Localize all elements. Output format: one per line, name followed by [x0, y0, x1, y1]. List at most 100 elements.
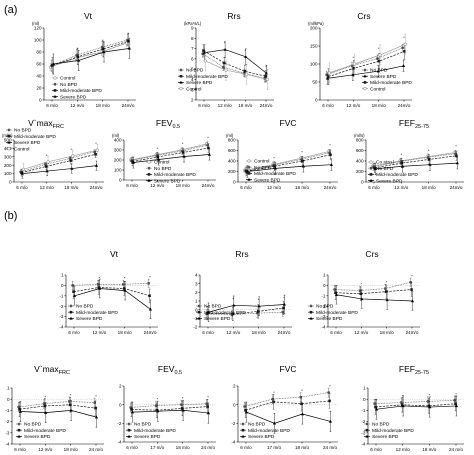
data-point — [45, 169, 49, 173]
significance-marker: * — [361, 282, 363, 287]
series-line — [51, 39, 128, 67]
x-tick-label: 12 m/o — [394, 185, 408, 190]
legend-marker — [197, 304, 201, 308]
y-tick-label: 3 — [195, 281, 198, 286]
series-mild-moderate-bpd — [327, 43, 406, 85]
data-point — [206, 411, 211, 415]
series-line — [329, 43, 406, 74]
data-point — [72, 294, 77, 297]
legend-label: No BPD — [154, 166, 172, 172]
legend-label: No BPD — [24, 422, 42, 428]
data-point — [360, 297, 364, 301]
significance-marker: * — [207, 395, 209, 400]
series-line — [132, 147, 209, 162]
y-tick-label: 500 — [4, 138, 12, 143]
data-point — [18, 407, 21, 411]
y-tick-label: 0 — [9, 180, 12, 185]
x-tick-label: 18 m/o — [422, 447, 436, 452]
data-point — [384, 290, 388, 293]
legend-label: No BPD — [134, 422, 152, 428]
y-tick-label: 8 — [191, 36, 194, 41]
legend-marker — [179, 80, 183, 84]
x-tick-label: 12 m/o — [150, 183, 164, 188]
legend-marker — [147, 173, 151, 176]
x-tick-label: 12 m/o — [92, 330, 106, 335]
y-tick-label: 800 — [228, 138, 236, 143]
series-severe-bpd — [51, 38, 131, 75]
data-point — [232, 303, 236, 307]
series-line — [244, 392, 329, 407]
legend-marker — [365, 422, 369, 426]
x-tick-label: 24 m/o — [201, 445, 215, 450]
y-tick-label: 40 — [36, 74, 42, 79]
legend-label: No BPD — [376, 166, 394, 172]
y-tick-label: 0 — [39, 98, 42, 103]
significance-marker: * — [102, 38, 104, 43]
series-severe-bpd — [245, 158, 333, 178]
y-tick-label: 100 — [34, 38, 42, 43]
legend-label: Severe BPD — [24, 434, 51, 440]
y-tick-label: 1 — [7, 386, 10, 391]
legend-label: Mild-moderate BPD — [316, 310, 358, 316]
series-line — [203, 50, 266, 77]
y-unit-label: (ml/s) — [354, 133, 365, 138]
data-point — [427, 158, 431, 161]
data-point — [77, 58, 81, 62]
series-mild-moderate-bpd — [130, 399, 209, 418]
significance-marker: * — [99, 275, 101, 280]
data-point — [101, 47, 105, 51]
significance-marker: * — [329, 143, 331, 148]
data-point — [353, 62, 357, 66]
legend-marker — [369, 178, 373, 182]
y-tick-label: -1 — [361, 408, 366, 413]
chart-title: V`maxFRC — [34, 364, 70, 376]
y-tick-label: -3 — [361, 430, 366, 435]
series-control — [129, 141, 209, 163]
significance-marker: * — [207, 135, 209, 140]
y-unit-label: (ml) — [226, 133, 234, 138]
significance-marker: * — [353, 55, 355, 60]
x-tick-label: 18 m/o — [64, 185, 78, 190]
significance-marker: * — [233, 296, 235, 301]
y-tick-label: 200 — [114, 158, 122, 163]
series-mild-moderate-bpd — [72, 280, 151, 303]
data-point — [69, 408, 73, 412]
chart-a-fvc: FVC (ml) 0 200 400 600 800 6 m/o 12 m/o 18 m/o 24m… — [226, 118, 338, 190]
significance-marker: * — [245, 48, 247, 53]
y-tick-label: -4 — [321, 325, 326, 330]
legend-marker — [309, 304, 313, 308]
data-point — [428, 162, 432, 166]
x-tick-label: 24 m/o — [89, 447, 103, 452]
series-no-bpd — [333, 277, 413, 295]
significance-marker: * — [182, 396, 184, 401]
data-point — [67, 400, 71, 403]
data-point — [376, 69, 380, 73]
significance-marker: * — [70, 392, 72, 397]
data-point — [70, 166, 74, 170]
series-line — [373, 153, 456, 168]
chart-title: Crs — [357, 11, 370, 21]
data-point — [182, 154, 186, 158]
y-tick-label: -2 — [117, 421, 122, 426]
x-tick-label: 18 m/o — [380, 330, 394, 335]
legend-label: Mild-moderate BPD — [370, 80, 412, 86]
legend-marker — [69, 316, 73, 320]
series-mild-moderate-bpd — [374, 396, 457, 415]
significance-marker: * — [46, 153, 48, 158]
data-point — [123, 288, 127, 292]
series-line — [73, 287, 150, 297]
significance-marker: * — [283, 295, 285, 300]
series-line — [50, 42, 127, 68]
series-line — [247, 164, 332, 172]
data-point — [282, 302, 287, 306]
data-point — [147, 281, 151, 285]
data-point — [202, 49, 205, 52]
x-tick-label: 18 m/o — [118, 330, 132, 335]
x-tick-label: 24m/o — [278, 330, 291, 335]
series-mild-moderate-bpd — [373, 150, 458, 173]
series-severe-bpd — [244, 401, 333, 434]
